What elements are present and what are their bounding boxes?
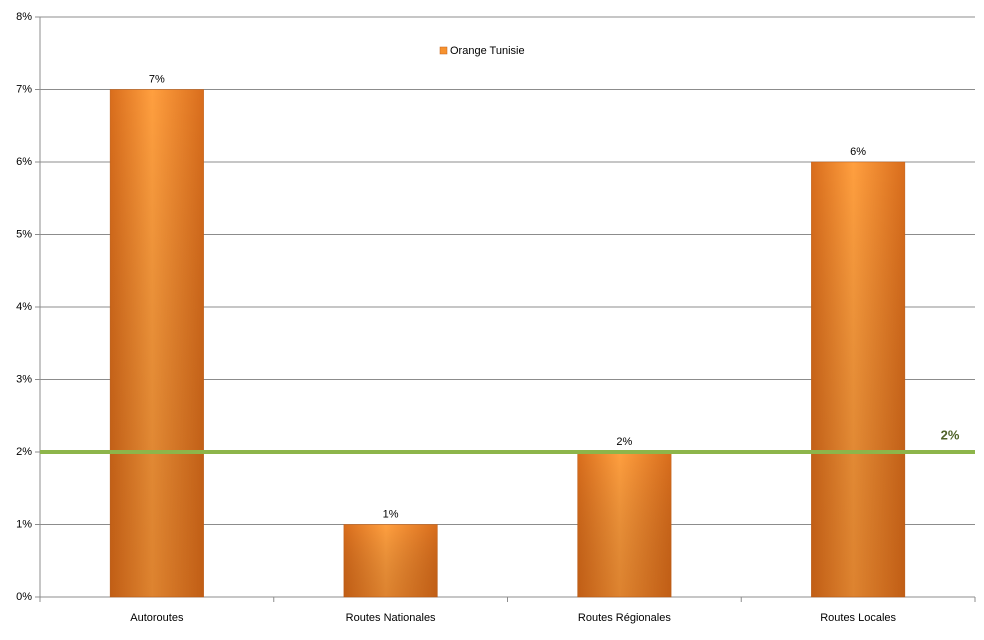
y-tick-label: 6% bbox=[16, 156, 32, 168]
bar bbox=[577, 451, 672, 598]
x-tick-label: Routes Régionales bbox=[578, 612, 671, 624]
data-label: 7% bbox=[149, 73, 165, 85]
bar bbox=[343, 524, 438, 598]
y-tick-label: 0% bbox=[16, 591, 32, 603]
legend-swatch bbox=[439, 46, 448, 55]
x-tick-label: Autoroutes bbox=[130, 612, 184, 624]
bar bbox=[109, 89, 204, 598]
data-label: 6% bbox=[850, 146, 866, 158]
y-tick-label: 5% bbox=[16, 228, 32, 240]
y-tick-label: 7% bbox=[16, 83, 32, 95]
reference-label: 2% bbox=[941, 427, 960, 442]
y-tick-label: 2% bbox=[16, 446, 32, 458]
data-label: 1% bbox=[383, 508, 399, 520]
x-tick-label: Routes Locales bbox=[820, 612, 896, 624]
y-tick-label: 8% bbox=[16, 11, 32, 23]
y-tick-label: 4% bbox=[16, 301, 32, 313]
y-tick-label: 3% bbox=[16, 373, 32, 385]
y-tick-label: 1% bbox=[16, 518, 32, 530]
legend-label: Orange Tunisie bbox=[450, 45, 525, 57]
bar bbox=[811, 161, 906, 598]
x-tick-label: Routes Nationales bbox=[346, 612, 436, 624]
data-label: 2% bbox=[616, 436, 632, 448]
